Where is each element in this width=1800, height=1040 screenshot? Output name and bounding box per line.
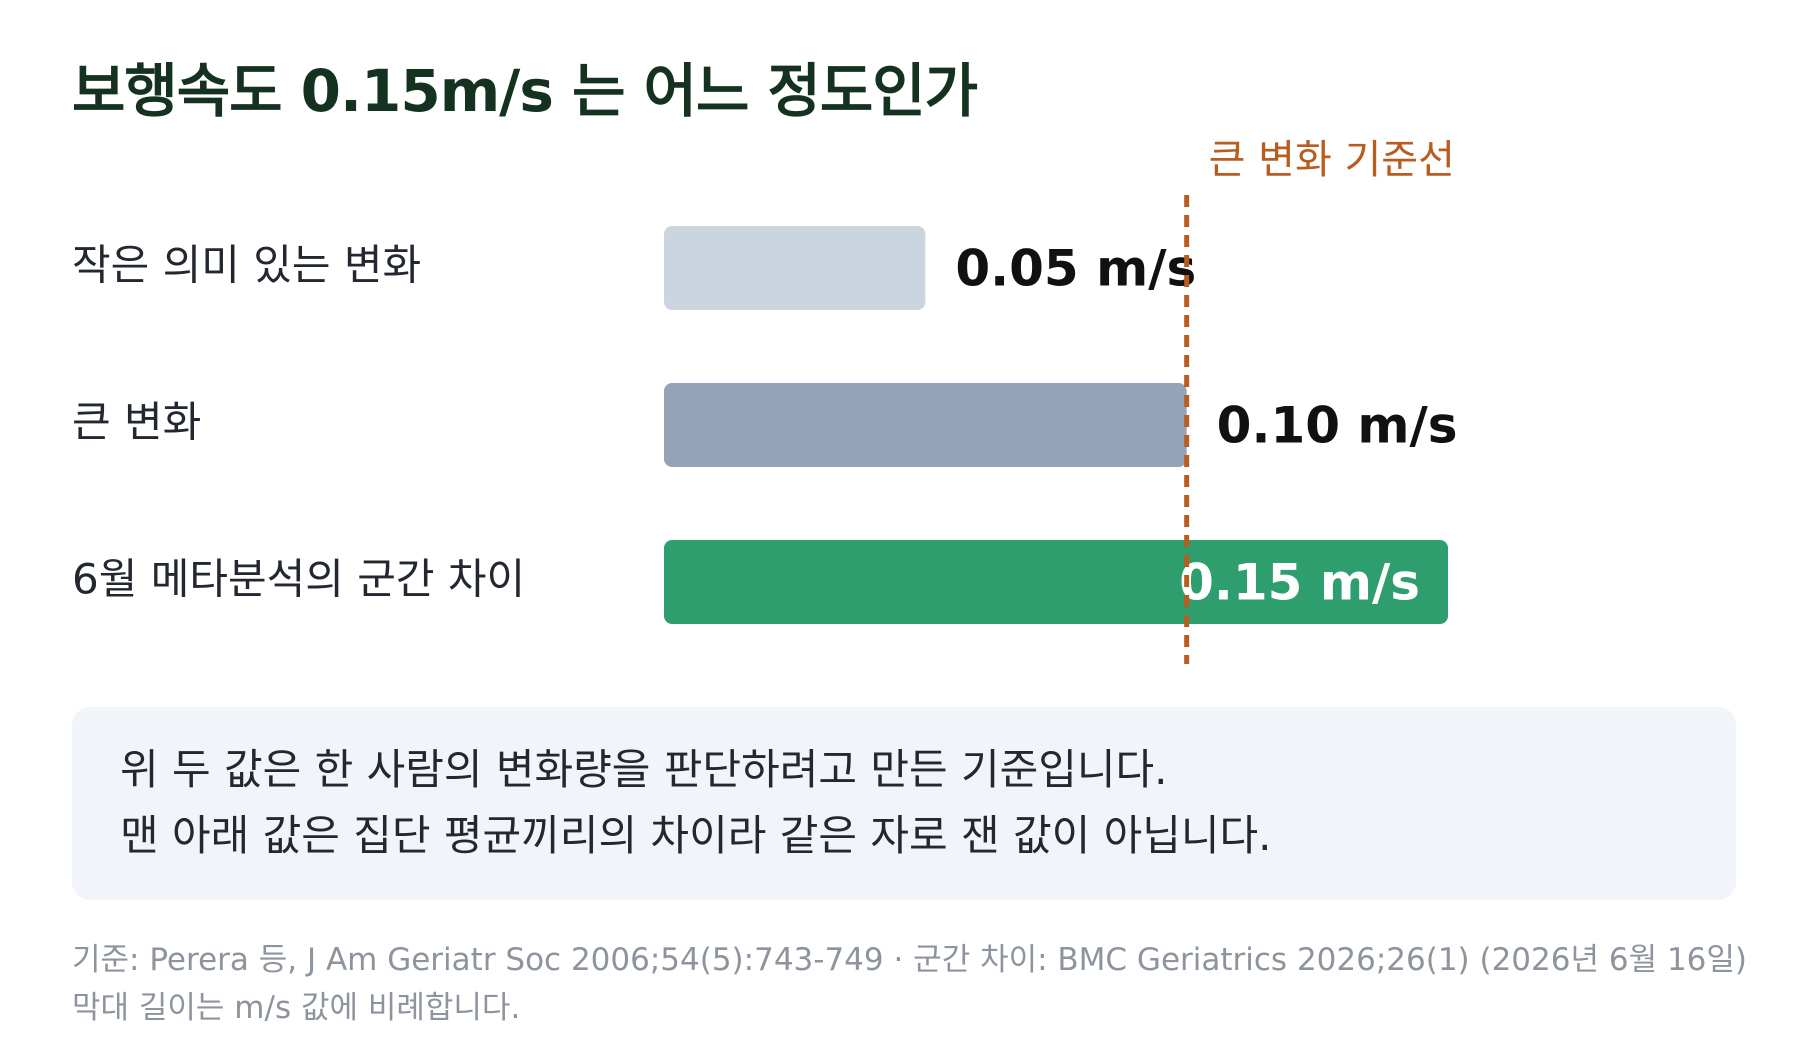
chart-title: 보행속도 0.15m/s 는 어느 정도인가 xyxy=(72,57,978,125)
note-box: 위 두 값은 한 사람의 변화량을 판단하려고 만든 기준입니다. 맨 아래 값… xyxy=(72,707,1736,900)
category-label: 큰 변화 xyxy=(72,398,201,447)
note-line-2: 맨 아래 값은 집단 평균끼리의 차이라 같은 자로 잰 값이 아닙니다. xyxy=(120,811,1272,860)
category-label: 작은 의미 있는 변화 xyxy=(72,241,421,290)
bar xyxy=(664,226,926,310)
value-label: 0.05 m/s xyxy=(955,240,1196,298)
bar xyxy=(664,540,1448,624)
scale-note: 막대 길이는 m/s 값에 비례합니다. xyxy=(72,990,521,1026)
note-line-1: 위 두 값은 한 사람의 변화량을 판단하려고 만든 기준입니다. xyxy=(120,745,1168,794)
value-label: 0.10 m/s xyxy=(1217,397,1458,455)
bar xyxy=(664,383,1187,467)
source-citation: 기준: Perera 등, J Am Geriatr Soc 2006;54(5… xyxy=(72,942,1748,978)
category-label: 6월 메타분석의 군간 차이 xyxy=(72,555,525,604)
source-footer: 기준: Perera 등, J Am Geriatr Soc 2006;54(5… xyxy=(72,936,1747,1032)
reference-line-label: 큰 변화 기준선 xyxy=(1209,137,1455,183)
value-label: 0.15 m/s xyxy=(1179,554,1420,612)
bar-chart: 작은 의미 있는 변화 0.05 m/s 큰 변화 0.10 m/s 6월 메타분석의 … xyxy=(72,137,1458,664)
